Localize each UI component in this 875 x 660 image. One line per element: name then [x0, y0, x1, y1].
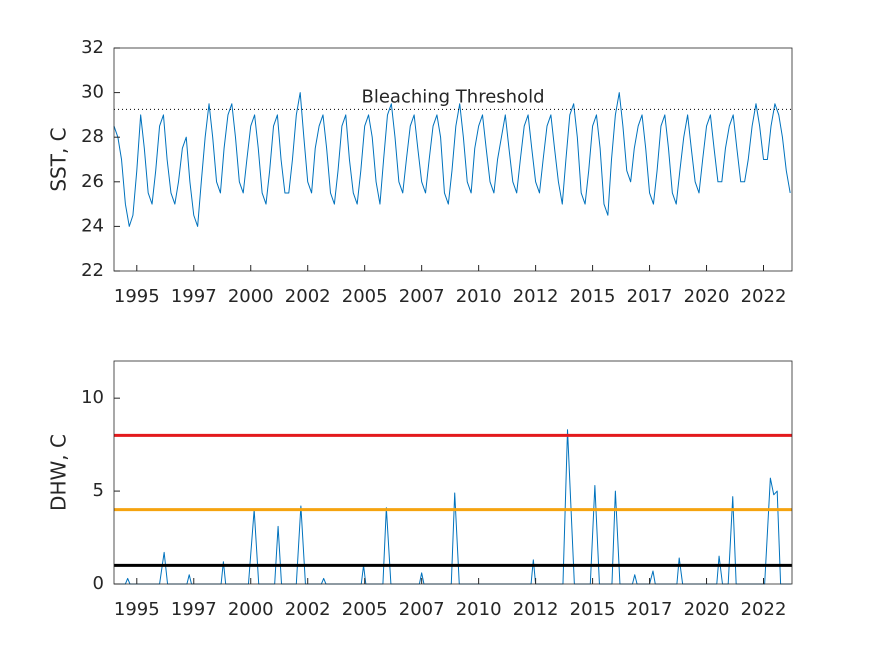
x-tick-label: 2005 [342, 286, 388, 307]
x-tick-label: 2010 [456, 286, 502, 307]
x-tick-label: 1997 [171, 599, 217, 620]
x-tick-label: 2020 [684, 599, 730, 620]
axes-box [113, 360, 793, 585]
x-tick-label: 2002 [285, 599, 331, 620]
x-tick-label: 2015 [570, 286, 616, 307]
x-tick-label: 2022 [741, 286, 787, 307]
annotation: Bleaching Threshold [361, 86, 544, 107]
y-tick-label: 5 [93, 480, 104, 501]
y-tick-label: 22 [81, 260, 104, 281]
y-tick-label: 24 [81, 215, 104, 236]
x-tick-label: 2015 [570, 599, 616, 620]
y-tick-label: 26 [81, 171, 104, 192]
x-tick-label: 2007 [399, 599, 445, 620]
x-tick-label: 2017 [627, 599, 673, 620]
y-tick-label: 10 [81, 387, 104, 408]
x-tick-label: 1995 [114, 286, 160, 307]
y-axis-label: SST, C [47, 127, 71, 191]
x-tick-label: 2000 [228, 286, 274, 307]
x-tick-label: 2010 [456, 599, 502, 620]
data-line [113, 92, 791, 227]
x-tick-label: 2005 [342, 599, 388, 620]
axes-box [113, 47, 793, 272]
y-tick-label: 0 [93, 573, 104, 594]
x-tick-label: 2017 [627, 286, 673, 307]
x-tick-label: 1995 [114, 599, 160, 620]
x-tick-label: 2007 [399, 286, 445, 307]
y-tick-label: 32 [81, 37, 104, 58]
y-axis-label: DHW, C [47, 434, 71, 511]
x-tick-label: 2020 [684, 286, 730, 307]
x-tick-label: 2002 [285, 286, 331, 307]
x-tick-label: 2012 [513, 599, 559, 620]
x-tick-label: 2022 [741, 599, 787, 620]
x-tick-label: 1997 [171, 286, 217, 307]
y-tick-label: 30 [81, 82, 104, 103]
y-tick-label: 28 [81, 126, 104, 147]
x-tick-label: 2000 [228, 599, 274, 620]
x-tick-label: 2012 [513, 286, 559, 307]
